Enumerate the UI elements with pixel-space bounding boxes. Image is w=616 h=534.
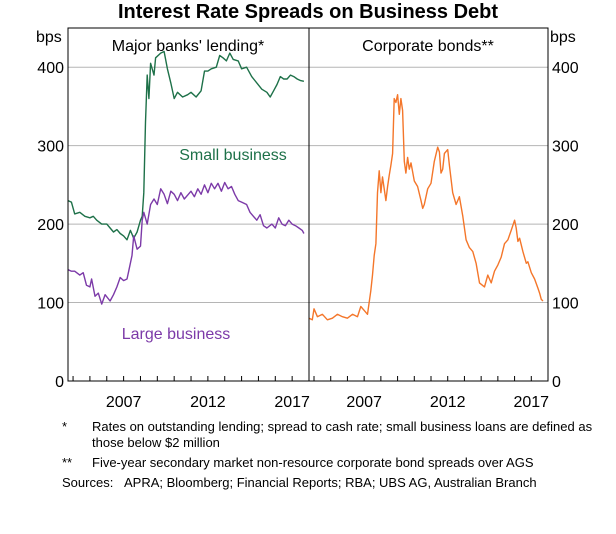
y-axis-label-right: bps (550, 29, 576, 46)
footnote-small-business: * Rates on outstanding lending; spread t… (62, 419, 602, 451)
sources-label: Sources: (62, 475, 114, 490)
y-tick-label-right-100: 100 (552, 296, 579, 313)
footnote-mark: * (62, 419, 68, 434)
sources: Sources: APRA; Bloomberg; Financial Repo… (62, 475, 602, 491)
panel-title-major-banks: Major banks' lending* (112, 38, 264, 55)
panel-title-corporate-bonds: Corporate bonds** (362, 38, 494, 55)
x-tick-label-1-2017: 2017 (513, 394, 549, 411)
y-tick-label-right-400: 400 (552, 60, 579, 77)
footnote-mark: ** (62, 455, 73, 470)
y-axis-label-left: bps (36, 29, 62, 46)
footnote-text: Five-year secondary market non-resource … (92, 455, 534, 470)
y-tick-label-left-200: 200 (37, 217, 64, 234)
y-tick-label-left-100: 100 (37, 296, 64, 313)
x-tick-label-1-2012: 2012 (430, 394, 466, 411)
series-layer (67, 50, 544, 321)
series-line-small-business (67, 50, 305, 241)
y-tick-label-right-200: 200 (552, 217, 579, 234)
x-tick-label-0-2007: 2007 (106, 394, 142, 411)
chart: Interest Rate Spreads on Business Debt b… (36, 1, 579, 411)
footnote-corporate-bonds: ** Five-year secondary market non-resour… (62, 455, 602, 471)
plot-frame (67, 27, 549, 382)
footnote-text: Rates on outstanding lending; spread to … (92, 419, 593, 450)
series-label-large-business: Large business (122, 326, 231, 343)
sources-text: APRA; Bloomberg; Financial Reports; RBA;… (124, 475, 537, 490)
chart-title: Interest Rate Spreads on Business Debt (118, 1, 498, 23)
x-tick-label-0-2017: 2017 (274, 394, 310, 411)
plot-border (67, 27, 549, 382)
series-line-large-business (67, 181, 305, 305)
series-line-corporate-bonds (308, 94, 544, 321)
series-label-small-business: Small business (179, 147, 287, 164)
gridlines (68, 66, 548, 304)
x-tick-label-0-2012: 2012 (190, 394, 226, 411)
ticks: 0 0 100 100 200 200 300 300 400 400 2007 2012 2017 20… (37, 60, 579, 411)
y-tick-label-right-0: 0 (552, 374, 561, 391)
y-tick-label-right-300: 300 (552, 139, 579, 156)
y-tick-label-left-0: 0 (55, 374, 64, 391)
notes: * Rates on outstanding lending; spread t… (62, 419, 602, 491)
y-tick-label-left-400: 400 (37, 60, 64, 77)
x-tick-label-1-2007: 2007 (346, 394, 382, 411)
y-tick-label-left-300: 300 (37, 139, 64, 156)
